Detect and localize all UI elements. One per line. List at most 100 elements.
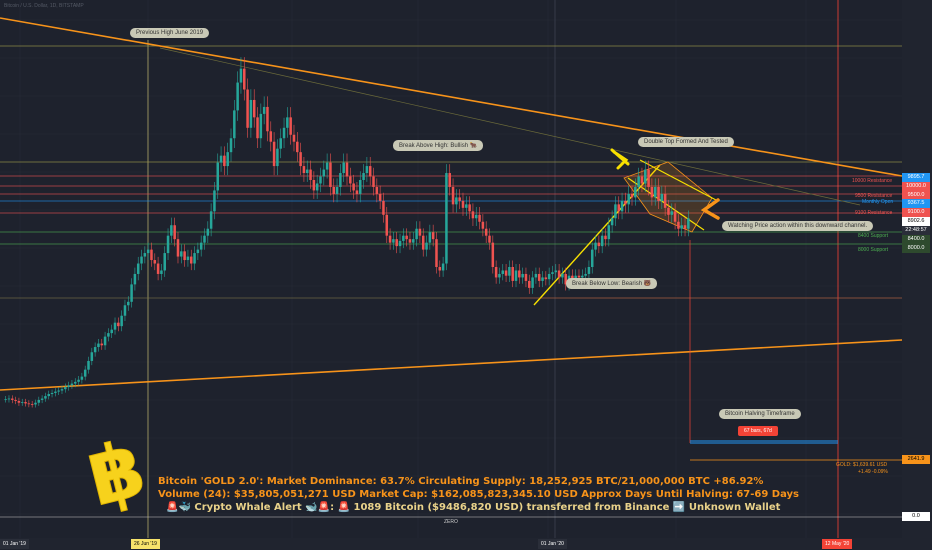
candle-body (176, 239, 180, 257)
candle-body (461, 200, 465, 208)
x-label-may-20: 12 May '20 (822, 539, 853, 549)
candle-body (226, 152, 229, 167)
candle-body (465, 204, 468, 208)
annotation-break-above[interactable]: Break Above High: Bullish 🐂 (393, 140, 484, 151)
candle-body (610, 218, 614, 226)
candle-body (93, 347, 97, 353)
time-axis (0, 538, 932, 550)
candle-body (47, 394, 50, 397)
candle-body (365, 166, 369, 174)
candle-body (581, 275, 584, 278)
candle-body (153, 260, 157, 264)
candle-body (458, 197, 461, 201)
x-label-jan-19: 01 Jan '19 (0, 539, 29, 549)
level-text-9500: 9500 Resistance (855, 193, 893, 199)
candle-body (561, 273, 564, 278)
level-text-10000: 10000 Resistance (852, 178, 893, 184)
candle-body (196, 249, 200, 254)
candle-body (438, 267, 442, 271)
gold-text: GOLD: $1,639.61 USD (836, 462, 888, 468)
candle-body (64, 387, 67, 390)
candle-body (160, 270, 163, 274)
candle-body (663, 193, 667, 208)
candle-body (657, 186, 660, 201)
candle-body (630, 193, 634, 198)
candle-body (604, 235, 607, 240)
candle-body (349, 176, 352, 184)
candle-body (127, 301, 130, 306)
candle-body (87, 360, 90, 370)
candle-body (219, 155, 223, 163)
candle-body (345, 162, 349, 177)
candle-body (415, 228, 418, 240)
candle-body (272, 141, 276, 167)
candle-body (518, 270, 521, 278)
price-label-zero: 0.0 (902, 512, 930, 521)
candle-body (203, 235, 206, 243)
candle-body (309, 169, 312, 180)
candle-body (292, 134, 296, 142)
candle-body (312, 180, 316, 191)
candle-body (448, 173, 451, 187)
candle-body (431, 232, 435, 240)
candle-body (614, 204, 617, 219)
candle-body (209, 211, 213, 229)
level-text-monthly-open: Monthly Open (862, 199, 894, 205)
candle-body (143, 253, 147, 257)
candle-body (233, 110, 236, 139)
candle-body (110, 329, 113, 334)
annotation-halving[interactable]: Bitcoin Halving Timeframe (719, 409, 801, 419)
candle-body (468, 204, 471, 212)
candle-body (239, 68, 243, 83)
candle-body (478, 214, 481, 222)
annotation-watching[interactable]: Watching Price action within this downwa… (722, 221, 874, 231)
annotation-previous-high[interactable]: Previous High June 2019 (130, 28, 210, 38)
ascending-trendline (0, 339, 903, 391)
candle-body (471, 211, 475, 219)
annotation-break-below[interactable]: Break Below Low: Bearish 🐻 (566, 278, 658, 289)
candle-body (564, 273, 567, 285)
candle-body (216, 162, 220, 191)
candle-body (266, 106, 269, 132)
candle-body (262, 106, 266, 114)
candle-body (17, 400, 21, 403)
candle-body (136, 263, 140, 274)
candle-body (339, 173, 342, 187)
candle-body (435, 239, 438, 267)
annotation-double-top[interactable]: Double Top Formed And Tested (638, 137, 734, 147)
level-text-8400: 8400 Support (858, 233, 889, 239)
candle-body (186, 256, 190, 261)
price-label-8000: 8000.0 (902, 244, 930, 253)
orange-arrow-icon (700, 198, 720, 220)
candle-body (484, 228, 488, 236)
yellow-arrow-icon (610, 148, 630, 170)
candle-body (100, 343, 104, 346)
candle-body (77, 379, 80, 382)
candle-body (249, 99, 253, 128)
candle-body (173, 225, 176, 240)
candle-body (474, 214, 478, 219)
candle-body (223, 155, 226, 167)
candle-body (372, 176, 375, 187)
candle-body (488, 235, 491, 243)
candle-body (534, 273, 538, 278)
candle-body (319, 176, 322, 184)
candle-body (554, 270, 558, 273)
price-label-time: 22:48:57 (902, 226, 930, 235)
candle-body (193, 253, 196, 264)
candle-body (425, 242, 428, 250)
candle-body (259, 113, 263, 139)
level-text-9100: 9100 Resistance (855, 210, 893, 216)
candle-body (670, 211, 674, 215)
candle-body (677, 221, 680, 229)
price-axis (902, 0, 932, 538)
x-label-jan-20: 01 Jan '20 (538, 539, 567, 549)
candle-body (67, 385, 70, 388)
gold-change: +1.49 -0.09% (858, 469, 888, 475)
svg-text:฿: ฿ (80, 428, 152, 514)
candle-body (329, 162, 332, 187)
candle-body (180, 251, 183, 257)
